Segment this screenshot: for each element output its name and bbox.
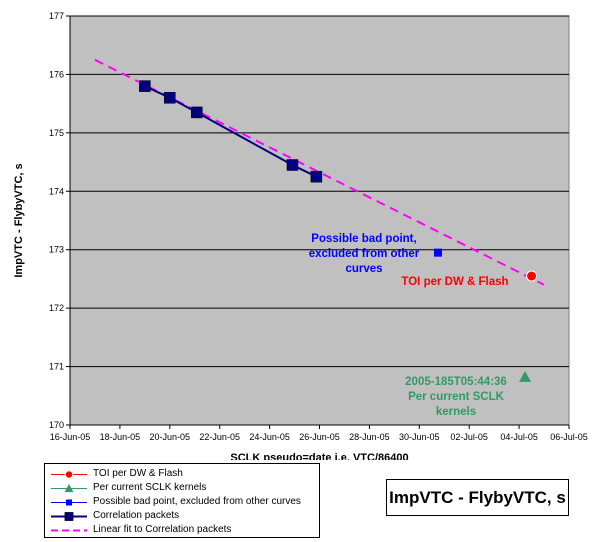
sclk-point-marker [519, 371, 532, 382]
legend-marker [66, 499, 72, 506]
legend-symbol [51, 529, 87, 532]
legend-label: Correlation packets [93, 510, 180, 521]
legend-symbol [51, 484, 87, 493]
legend-symbol [51, 512, 87, 521]
legend-item: Possible bad point, excluded from other … [49, 495, 317, 510]
correlation-packet-point [310, 170, 323, 183]
correlation-packet-point [139, 80, 151, 92]
annotation-text: Per current SCLK [408, 391, 505, 403]
legend-label: Linear fit to Correlation packets [93, 524, 232, 535]
legend-marker [64, 512, 74, 521]
annotation-text: Possible bad point, [311, 233, 416, 245]
y-tick-label: 176 [49, 69, 64, 79]
chart: 170 171 172 173 174 175 176 177 16-Jun-05 18-Jun-… [13, 11, 588, 460]
annotation-text: 2005-185T05:44:36 [405, 376, 507, 388]
correlation-packet-point [164, 92, 176, 104]
y-tick-label: 174 [49, 186, 64, 196]
toi-point-marker [526, 270, 538, 282]
legend-item: Per current SCLK kernels [49, 481, 317, 496]
legend-item: Linear fit to Correlation packets [49, 523, 317, 538]
annotation-text: TOI per DW & Flash [401, 276, 508, 288]
annotation-text: kernels [436, 406, 476, 418]
legend-marker [64, 484, 74, 493]
legend-label: TOI per DW & Flash [93, 468, 183, 479]
y-tick-label: 175 [49, 128, 64, 138]
legend-symbol [51, 499, 87, 506]
x-tick-label: 06-Jul-05 [550, 432, 588, 442]
x-axis-title: SCLK pseudo=date i.e. VTC/86400 [230, 452, 408, 460]
bad-point-marker [434, 248, 443, 257]
x-tick-label: 04-Jul-05 [500, 432, 538, 442]
x-tick-label: 30-Jun-05 [399, 432, 440, 442]
y-tick-label: 173 [49, 245, 64, 255]
y-tick-label: 177 [49, 11, 64, 21]
legend-item: Correlation packets [49, 509, 317, 524]
x-tick-label: 20-Jun-05 [150, 432, 191, 442]
x-tick-label: 16-Jun-05 [50, 432, 91, 442]
correlation-packet-point [286, 159, 299, 171]
x-tick-label: 28-Jun-05 [349, 432, 390, 442]
y-tick-label: 171 [49, 362, 64, 372]
x-tick-label: 24-Jun-05 [249, 432, 290, 442]
legend-symbol [51, 470, 87, 479]
y-axis-title: ImpVTC - FlybyVTC, s [13, 163, 25, 277]
legend-label: Possible bad point, excluded from other … [93, 496, 301, 507]
annotation-text: excluded from other [309, 248, 420, 260]
x-tick-label: 22-Jun-05 [199, 432, 240, 442]
legend-item: TOI per DW & Flash [49, 467, 317, 482]
legend-marker [64, 470, 74, 479]
y-tick-label: 172 [49, 303, 64, 313]
chart-title-box: ImpVTC - FlybyVTC, s [386, 479, 569, 516]
x-tick-label: 02-Jul-05 [450, 432, 488, 442]
x-tick-label: 18-Jun-05 [100, 432, 141, 442]
correlation-packet-point [191, 106, 203, 119]
x-tick-label: 26-Jun-05 [299, 432, 340, 442]
y-tick-label: 170 [49, 420, 64, 430]
plot-area [69, 15, 570, 426]
legend-label: Per current SCLK kernels [93, 482, 207, 493]
annotation-text: curves [345, 263, 382, 275]
legend: TOI per DW & Flash Per current SCLK kerne… [44, 463, 320, 538]
